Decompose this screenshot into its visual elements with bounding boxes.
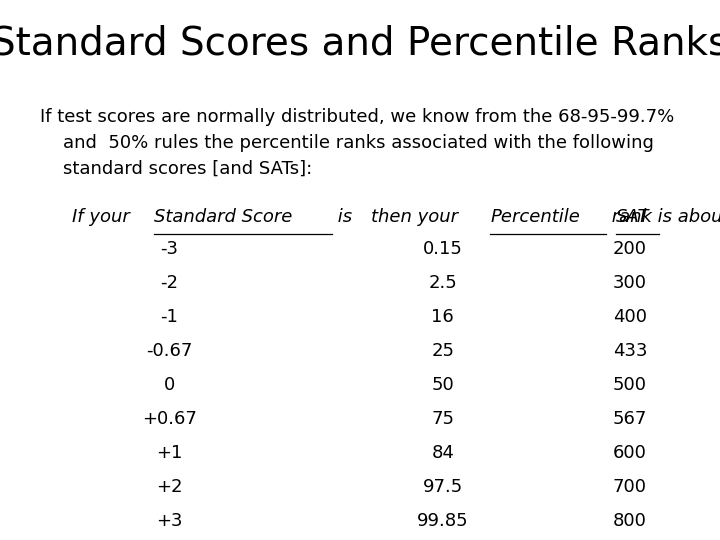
- Text: Standard Scores and Percentile Ranks: Standard Scores and Percentile Ranks: [0, 24, 720, 62]
- Text: 567: 567: [613, 410, 647, 428]
- Text: Standard Score: Standard Score: [154, 208, 292, 226]
- Text: -3: -3: [160, 240, 179, 258]
- Text: 700: 700: [613, 478, 647, 496]
- Text: 16: 16: [431, 308, 454, 326]
- Text: 84: 84: [431, 444, 454, 462]
- Text: -2: -2: [160, 274, 179, 292]
- Text: 75: 75: [431, 410, 454, 428]
- Text: +2: +2: [156, 478, 182, 496]
- Text: -1: -1: [161, 308, 178, 326]
- Text: -0.67: -0.67: [146, 342, 192, 360]
- Text: 500: 500: [613, 376, 647, 394]
- Text: +1: +1: [156, 444, 182, 462]
- Text: 433: 433: [613, 342, 647, 360]
- Text: 99.85: 99.85: [417, 512, 469, 530]
- Text: If test scores are normally distributed, we know from the 68-95-99.7%
    and  5: If test scores are normally distributed,…: [40, 108, 674, 178]
- Text: 0: 0: [163, 376, 175, 394]
- Text: SAT: SAT: [616, 208, 649, 226]
- Text: 300: 300: [613, 274, 647, 292]
- Text: 2.5: 2.5: [428, 274, 457, 292]
- Text: 0.15: 0.15: [423, 240, 463, 258]
- Text: If your: If your: [72, 208, 135, 226]
- Text: 600: 600: [613, 444, 647, 462]
- Text: 97.5: 97.5: [423, 478, 463, 496]
- Text: 50: 50: [431, 376, 454, 394]
- Text: rank is about: rank is about: [606, 208, 720, 226]
- Text: +3: +3: [156, 512, 182, 530]
- Text: then your: then your: [371, 208, 464, 226]
- Text: 400: 400: [613, 308, 647, 326]
- Text: is: is: [333, 208, 353, 226]
- Text: 200: 200: [613, 240, 647, 258]
- Text: +0.67: +0.67: [142, 410, 197, 428]
- Text: 25: 25: [431, 342, 454, 360]
- Text: 800: 800: [613, 512, 647, 530]
- Text: Percentile: Percentile: [490, 208, 580, 226]
